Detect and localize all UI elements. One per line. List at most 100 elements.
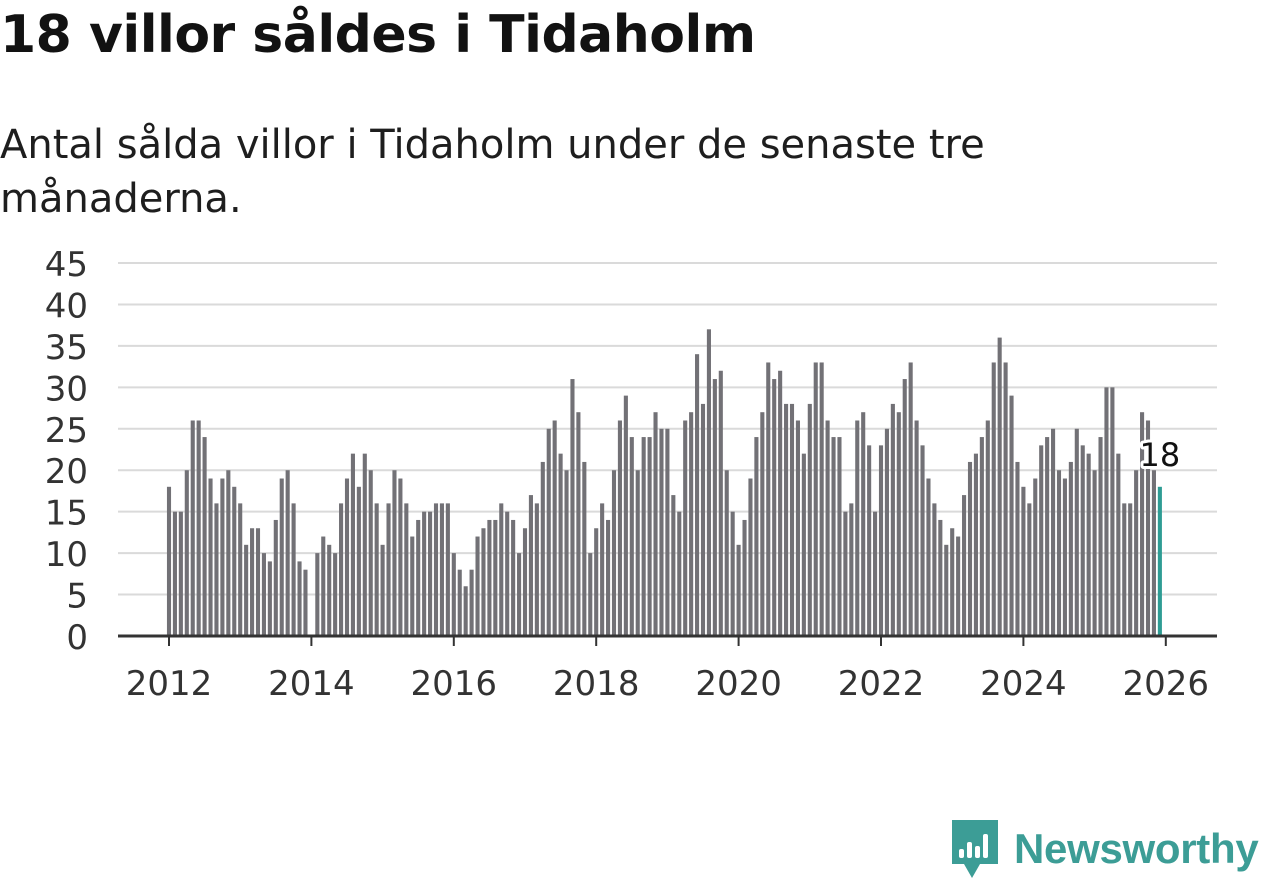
bar <box>374 503 379 636</box>
bar <box>487 519 492 636</box>
bar <box>884 428 889 636</box>
bar <box>890 403 895 636</box>
bar <box>333 553 338 636</box>
bar <box>659 428 664 636</box>
bar <box>908 362 913 636</box>
bar <box>736 544 741 636</box>
bar <box>457 569 462 636</box>
bar <box>552 420 557 636</box>
bar <box>505 511 510 636</box>
highlight-value-label: 18 <box>1140 436 1181 474</box>
y-tick-label: 30 <box>45 369 88 409</box>
bar <box>339 503 344 636</box>
x-tick-label: 2012 <box>126 664 213 704</box>
bar <box>1074 428 1079 636</box>
bar <box>297 561 302 636</box>
bar <box>665 428 670 636</box>
bar <box>825 420 830 636</box>
bar <box>422 511 427 636</box>
bar <box>255 528 261 636</box>
bar <box>837 437 842 636</box>
bar <box>534 503 539 636</box>
bar <box>1056 470 1062 636</box>
bar <box>481 528 486 636</box>
bar <box>576 412 581 636</box>
bar <box>469 569 474 636</box>
bar <box>386 503 391 636</box>
bar <box>706 329 711 636</box>
bar <box>861 412 866 636</box>
bar <box>511 519 516 636</box>
bar <box>226 470 231 636</box>
bar <box>1104 387 1109 636</box>
bar <box>327 544 332 636</box>
bar <box>398 478 403 636</box>
x-tick-label: 2018 <box>553 664 640 704</box>
bar <box>938 519 943 636</box>
bar <box>1116 453 1121 636</box>
bar <box>1086 453 1091 636</box>
bar <box>712 379 717 636</box>
y-tick-label: 15 <box>45 494 88 534</box>
x-tick-label: 2026 <box>1123 664 1210 704</box>
bar <box>594 528 599 636</box>
bar <box>689 412 694 636</box>
x-tick-label: 2024 <box>980 664 1067 704</box>
bar <box>831 437 836 636</box>
y-tick-label: 40 <box>45 286 88 326</box>
x-tick-label: 2020 <box>695 664 782 704</box>
bar <box>950 528 955 636</box>
bar <box>867 445 872 636</box>
bar <box>208 478 213 636</box>
bar <box>1098 437 1103 636</box>
bar <box>849 503 854 636</box>
bar <box>214 503 219 636</box>
y-tick-label: 0 <box>66 618 88 658</box>
bar <box>1092 470 1097 636</box>
bar <box>1062 478 1067 636</box>
bar <box>623 395 628 636</box>
bar <box>1145 420 1151 636</box>
bar <box>606 519 611 636</box>
x-tick-label: 2014 <box>268 664 355 704</box>
bar <box>1068 461 1073 636</box>
bar <box>932 503 937 636</box>
bar <box>499 503 504 636</box>
bar <box>416 519 421 636</box>
bar <box>956 536 961 636</box>
bar <box>380 544 385 636</box>
bar <box>653 412 658 636</box>
bar <box>772 379 777 636</box>
bar <box>570 379 575 636</box>
bar <box>997 337 1002 636</box>
y-tick-label: 20 <box>45 452 88 492</box>
bar <box>558 453 563 636</box>
bar <box>683 420 688 636</box>
bar <box>873 511 878 636</box>
bar <box>962 495 967 636</box>
bar <box>1027 503 1032 636</box>
bar <box>1080 445 1085 636</box>
bar <box>677 511 682 636</box>
bar-highlight <box>1157 486 1162 636</box>
bar <box>914 420 919 636</box>
bar <box>410 536 415 636</box>
bar <box>766 362 771 636</box>
bar <box>428 511 433 636</box>
bar <box>368 470 373 636</box>
bar <box>285 470 290 636</box>
y-tick-label: 45 <box>45 245 88 285</box>
bar <box>778 370 783 636</box>
bar <box>220 478 225 636</box>
brand-logo[interactable]: Newsworthy <box>950 818 1259 880</box>
bar <box>244 544 249 636</box>
bar <box>540 461 545 636</box>
brand-name: Newsworthy <box>1014 825 1259 872</box>
bar <box>528 495 533 636</box>
bar <box>588 553 593 636</box>
bar <box>920 445 925 636</box>
bar <box>433 503 439 636</box>
bar <box>267 561 272 636</box>
y-tick-label: 10 <box>45 535 88 575</box>
